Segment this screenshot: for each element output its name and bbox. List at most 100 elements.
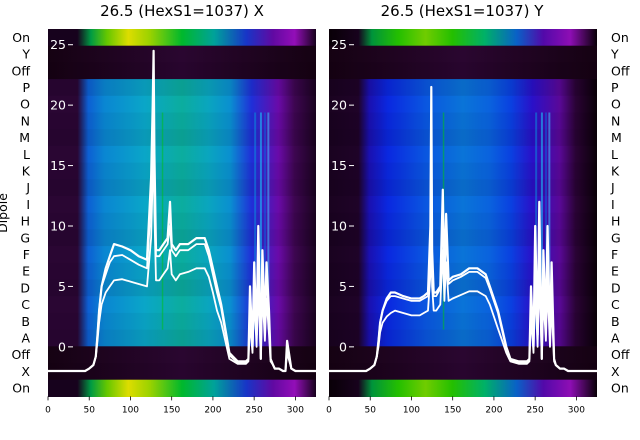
x-tick-label: 50 bbox=[365, 405, 377, 415]
heatmap-row-l bbox=[48, 145, 316, 164]
x-tick-label: 200 bbox=[204, 405, 221, 415]
heatmap-row-shade bbox=[329, 29, 597, 47]
row-label: K bbox=[22, 163, 31, 178]
heatmap-row-l bbox=[329, 145, 597, 164]
row-label: Off bbox=[12, 63, 31, 78]
chart-title-y: 26.5 (HexS1=1037) Y bbox=[381, 2, 545, 20]
heatmap-row-shade bbox=[329, 162, 597, 180]
heatmap-row-i bbox=[48, 196, 316, 214]
heatmap-row-shade bbox=[329, 79, 597, 97]
heatmap-row-shade bbox=[48, 112, 316, 130]
heatmap-row-m bbox=[329, 129, 597, 147]
heatmap-row-on-21 bbox=[329, 379, 597, 397]
heatmap-row-k bbox=[48, 162, 316, 180]
row-label: D bbox=[611, 280, 621, 295]
line-overlay-y bbox=[329, 85, 597, 373]
heatmap-x bbox=[48, 29, 316, 397]
overlay-y-tick-label: 10 bbox=[50, 218, 66, 233]
overlay-y-tick-label: 10 bbox=[331, 218, 347, 233]
overlay-y-ticks-y: 0 5 10 15 20 25 bbox=[331, 37, 354, 354]
row-label: Y bbox=[21, 47, 30, 62]
heatmap-row-shade bbox=[329, 212, 597, 230]
heatmap-row-shade bbox=[329, 62, 597, 80]
heatmap-row-off-2 bbox=[48, 62, 316, 80]
heatmap-streak bbox=[548, 112, 551, 330]
row-label: P bbox=[611, 80, 619, 95]
x-tick-label: 150 bbox=[163, 405, 180, 415]
row-label: D bbox=[20, 280, 30, 295]
heatmap-row-p bbox=[48, 79, 316, 97]
chart-panel-y: 26.5 (HexS1=1037) Y OnYOffPONMLKJIHGFEDC… bbox=[326, 2, 630, 415]
row-label: M bbox=[19, 130, 30, 145]
heatmap-row-off-2 bbox=[329, 62, 597, 80]
heatmap-y bbox=[329, 29, 597, 397]
heatmap-row-shade bbox=[48, 279, 316, 297]
row-label: M bbox=[611, 130, 622, 145]
line-overlay-x bbox=[48, 49, 316, 373]
x-tick-label: 0 bbox=[45, 405, 51, 415]
heatmap-streak bbox=[545, 112, 548, 330]
x-tick-label: 250 bbox=[246, 405, 263, 415]
heatmap-row-on-0 bbox=[48, 29, 316, 47]
heatmap-row-g bbox=[48, 229, 316, 247]
overlay-series-line bbox=[48, 140, 316, 372]
chart-title-x: 26.5 (HexS1=1037) X bbox=[100, 2, 264, 20]
heatmap-row-j bbox=[329, 179, 597, 197]
row-label: On bbox=[12, 30, 30, 45]
x-tick-label: 150 bbox=[444, 405, 461, 415]
overlay-y-tick-label: 0 bbox=[339, 339, 347, 354]
heatmap-row-shade bbox=[48, 212, 316, 230]
heatmap-row-y bbox=[48, 45, 316, 63]
heatmap-row-shade bbox=[329, 129, 597, 147]
row-label: P bbox=[22, 80, 30, 95]
row-label: C bbox=[21, 297, 30, 312]
heatmap-row-shade bbox=[48, 329, 316, 347]
heatmap-row-shade bbox=[48, 62, 316, 80]
row-label: E bbox=[22, 264, 30, 279]
heatmap-row-on-21 bbox=[48, 379, 316, 397]
heatmap-row-n bbox=[48, 112, 316, 130]
heatmap-streak bbox=[264, 112, 267, 330]
heatmap-row-shade bbox=[48, 162, 316, 180]
row-label: I bbox=[611, 197, 615, 212]
row-label: On bbox=[611, 381, 629, 396]
x-axis-x: 0 50 100 150 200 250 300 bbox=[45, 396, 304, 415]
row-label: I bbox=[26, 197, 30, 212]
row-label: H bbox=[611, 214, 620, 229]
overlay-y-tick-label: 20 bbox=[331, 98, 347, 113]
row-label: K bbox=[611, 163, 620, 178]
row-label: L bbox=[23, 147, 30, 162]
heatmap-row-shade bbox=[48, 79, 316, 97]
row-label: E bbox=[611, 264, 619, 279]
row-label: J bbox=[610, 180, 615, 195]
heatmap-streak bbox=[254, 112, 257, 330]
heatmap-row-x bbox=[329, 363, 597, 381]
heatmap-row-shade bbox=[48, 29, 316, 47]
x-tick-label: 0 bbox=[326, 405, 332, 415]
overlay-y-tick-label: 25 bbox=[50, 37, 66, 52]
x-tick-label: 250 bbox=[527, 405, 544, 415]
row-label: Off bbox=[12, 347, 31, 362]
row-label: C bbox=[611, 297, 620, 312]
heatmap-row-shade bbox=[48, 262, 316, 281]
row-label: B bbox=[21, 314, 30, 329]
x-tick-label: 100 bbox=[122, 405, 139, 415]
row-label: On bbox=[611, 30, 629, 45]
heatmap-row-n bbox=[329, 112, 597, 130]
x-tick-label: 200 bbox=[485, 405, 502, 415]
row-label: A bbox=[21, 330, 30, 345]
row-label: Off bbox=[611, 347, 630, 362]
heatmap-row-y bbox=[329, 45, 597, 63]
row-label: A bbox=[611, 330, 620, 345]
row-label: X bbox=[611, 364, 620, 379]
row-label: O bbox=[611, 97, 621, 112]
heatmap-row-shade bbox=[48, 363, 316, 381]
heatmap-row-shade bbox=[48, 379, 316, 397]
row-label: J bbox=[25, 180, 30, 195]
row-label: O bbox=[20, 97, 30, 112]
overlay-y-tick-label: 5 bbox=[58, 279, 66, 294]
heatmap-row-shade bbox=[48, 129, 316, 147]
heatmap-row-shade bbox=[48, 229, 316, 247]
row-label: Y bbox=[610, 47, 619, 62]
